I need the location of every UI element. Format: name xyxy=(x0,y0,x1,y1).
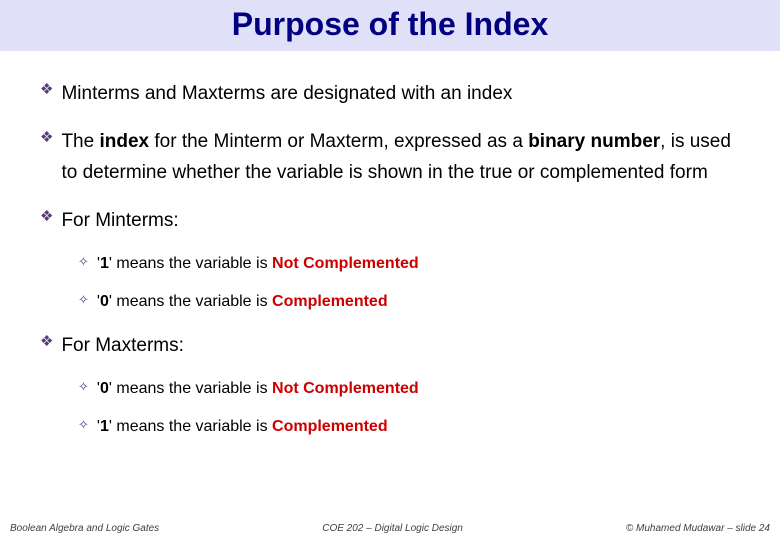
b4s2-emph: Complemented xyxy=(272,418,388,435)
diamond-icon: ❖ xyxy=(40,331,53,354)
b2-pre: The xyxy=(61,131,99,152)
bullet-3-text: For Minterms: xyxy=(61,206,178,236)
bullet-3-sub-1-text: '1' means the variable is Not Complement… xyxy=(97,253,419,275)
bullet-4-text: For Maxterms: xyxy=(61,331,183,361)
bullet-4-sub-2-text: '1' means the variable is Complemented xyxy=(97,416,388,438)
footer-left: Boolean Algebra and Logic Gates xyxy=(10,523,159,534)
footer-center: COE 202 – Digital Logic Design xyxy=(322,523,463,534)
footer-right: © Muhamed Mudawar – slide 24 xyxy=(626,523,770,534)
bullet-4: ❖ For Maxterms: xyxy=(40,331,740,361)
bullet-1-text: Minterms and Maxterms are designated wit… xyxy=(61,79,512,109)
b4s1-emph: Not Complemented xyxy=(272,380,419,397)
fleur-icon: ✧ xyxy=(78,416,89,434)
bullet-4-sub-1-text: '0' means the variable is Not Complement… xyxy=(97,378,419,400)
b4s1-val: 0 xyxy=(100,380,109,397)
title-bar: Purpose of the Index xyxy=(0,0,780,51)
bullet-4-sub-1: ✧ '0' means the variable is Not Compleme… xyxy=(78,378,740,400)
b3s2-val: 0 xyxy=(100,293,109,310)
slide-title: Purpose of the Index xyxy=(232,6,548,42)
slide: Purpose of the Index ❖ Minterms and Maxt… xyxy=(0,0,780,540)
footer: Boolean Algebra and Logic Gates COE 202 … xyxy=(0,523,780,534)
diamond-icon: ❖ xyxy=(40,127,53,150)
bullet-3: ❖ For Minterms: xyxy=(40,206,740,236)
fleur-icon: ✧ xyxy=(78,253,89,271)
b2-binary: binary number xyxy=(528,131,660,152)
b2-index: index xyxy=(99,131,149,152)
bullet-4-sub-2: ✧ '1' means the variable is Complemented xyxy=(78,416,740,438)
b3s1-val: 1 xyxy=(100,255,109,272)
b2-mid: for the Minterm or Maxterm, expressed as… xyxy=(149,131,528,152)
b4s2-post: ' means the variable is xyxy=(109,418,272,435)
b3s2-post: ' means the variable is xyxy=(109,293,272,310)
diamond-icon: ❖ xyxy=(40,206,53,229)
bullet-3-sub-2-text: '0' means the variable is Complemented xyxy=(97,291,388,313)
b4s2-val: 1 xyxy=(100,418,109,435)
content-area: ❖ Minterms and Maxterms are designated w… xyxy=(0,51,780,439)
fleur-icon: ✧ xyxy=(78,378,89,396)
b3s1-post: ' means the variable is xyxy=(109,255,272,272)
bullet-1: ❖ Minterms and Maxterms are designated w… xyxy=(40,79,740,109)
bullet-2: ❖ The index for the Minterm or Maxterm, … xyxy=(40,127,740,188)
diamond-icon: ❖ xyxy=(40,79,53,102)
bullet-3-sub-2: ✧ '0' means the variable is Complemented xyxy=(78,291,740,313)
bullet-2-text: The index for the Minterm or Maxterm, ex… xyxy=(61,127,740,188)
bullet-3-sub-1: ✧ '1' means the variable is Not Compleme… xyxy=(78,253,740,275)
b3s1-emph: Not Complemented xyxy=(272,255,419,272)
fleur-icon: ✧ xyxy=(78,291,89,309)
b3s2-emph: Complemented xyxy=(272,293,388,310)
b4s1-post: ' means the variable is xyxy=(109,380,272,397)
